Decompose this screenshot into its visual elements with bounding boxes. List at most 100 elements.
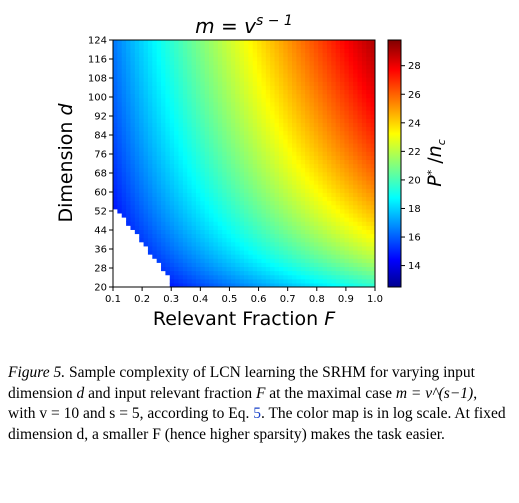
heatmap-cell (126, 97, 132, 103)
heatmap-cell (257, 109, 263, 115)
heatmap-cell (161, 81, 166, 86)
equation-link[interactable]: 5 (253, 405, 261, 422)
heatmap-cell (335, 217, 341, 222)
heatmap-cell (244, 142, 249, 148)
heatmap-cell (335, 175, 341, 181)
heatmap-cell (200, 241, 206, 247)
heatmap-cell (187, 40, 193, 45)
heatmap-cell (174, 101, 180, 107)
heatmap-cell (318, 262, 324, 268)
heatmap-cell (182, 64, 188, 70)
heatmap-cell (156, 225, 162, 230)
heatmap-cell (248, 254, 254, 259)
heatmap-cell (169, 221, 175, 226)
heatmap-cell (213, 77, 219, 82)
heatmap-cell (182, 278, 188, 284)
heatmap-cell (152, 163, 158, 169)
heatmap-cell (348, 48, 354, 53)
heatmap-cell (182, 171, 188, 177)
heatmap-cell (292, 159, 297, 165)
heatmap-cell (230, 109, 236, 115)
heatmap-cell (353, 155, 359, 160)
heatmap-cell (265, 163, 271, 169)
heatmap-cell (230, 118, 236, 123)
heatmap-cell (200, 77, 206, 82)
heatmap-cell (357, 245, 363, 251)
heatmap-cell (278, 85, 284, 90)
figure-label: Figure 5. (8, 364, 66, 381)
heatmap-cell (222, 274, 228, 280)
heatmap-cell (204, 233, 210, 239)
heatmap-cell (178, 163, 184, 169)
heatmap-cell (313, 204, 319, 210)
heatmap-cell (257, 200, 263, 206)
heatmap-cell (213, 266, 219, 272)
heatmap-cell (309, 64, 315, 70)
heatmap-cell (292, 134, 297, 140)
heatmap-cell (143, 229, 149, 235)
heatmap-cell (344, 179, 350, 185)
heatmap-cell (187, 114, 193, 119)
heatmap-cell (274, 282, 280, 287)
heatmap-cell (187, 134, 193, 140)
heatmap-cell (257, 245, 263, 251)
heatmap-cell (222, 262, 228, 268)
heatmap-cell (222, 241, 228, 247)
heatmap-cell (139, 142, 145, 148)
heatmap-cell (261, 93, 267, 99)
heatmap-cell (134, 179, 140, 185)
heatmap-cell (344, 237, 350, 243)
heatmap-cell (200, 204, 206, 210)
heatmap-cell (244, 217, 249, 222)
y-tick-label: 100 (88, 93, 107, 104)
heatmap-cell (147, 122, 153, 128)
heatmap-cell (292, 278, 297, 284)
heatmap-cell (318, 233, 324, 239)
heatmap-cell (204, 258, 210, 263)
heatmap-cell (296, 278, 302, 284)
heatmap-cell (161, 192, 166, 198)
heatmap-cell (361, 56, 367, 62)
heatmap-cell (152, 212, 158, 218)
heatmap-cell (165, 68, 171, 74)
heatmap-cell (265, 237, 271, 243)
heatmap-cell (326, 142, 332, 148)
heatmap-cell (340, 134, 346, 140)
heatmap-cell (353, 126, 359, 132)
heatmap-cell (222, 60, 228, 66)
heatmap-cell (209, 126, 215, 132)
heatmap-cell (191, 77, 197, 82)
heatmap-cell (239, 258, 245, 263)
heatmap-cell (265, 225, 271, 230)
heatmap-cell (265, 138, 271, 144)
heatmap-cell (209, 192, 215, 198)
heatmap-cell (139, 105, 145, 111)
heatmap-cell (191, 184, 197, 189)
heatmap-cell (361, 72, 367, 78)
heatmap-cell (222, 188, 228, 193)
heatmap-cell (300, 278, 306, 284)
heatmap-cell (230, 93, 236, 99)
heatmap-cell (156, 97, 162, 103)
heatmap-cell (226, 241, 232, 247)
heatmap-cell (191, 229, 197, 235)
heatmap-cell (353, 142, 359, 148)
heatmap-cell (169, 184, 175, 189)
heatmap-cell (209, 81, 215, 86)
heatmap-cell (292, 196, 297, 202)
heatmap-cell (300, 171, 306, 177)
heatmap-cell (270, 270, 276, 276)
heatmap-cell (222, 225, 228, 230)
heatmap-cell (305, 77, 311, 82)
heatmap-cell (147, 159, 153, 165)
heatmap-cell (187, 85, 193, 90)
heatmap-cell (370, 188, 375, 193)
heatmap-cell (147, 151, 153, 156)
heatmap-cell (161, 109, 166, 115)
heatmap-cell (261, 85, 267, 90)
heatmap-cell (366, 118, 372, 123)
heatmap-cell (174, 221, 180, 226)
heatmap-cell (209, 52, 215, 58)
heatmap-cell (226, 44, 232, 49)
heatmap-cell (353, 85, 359, 90)
